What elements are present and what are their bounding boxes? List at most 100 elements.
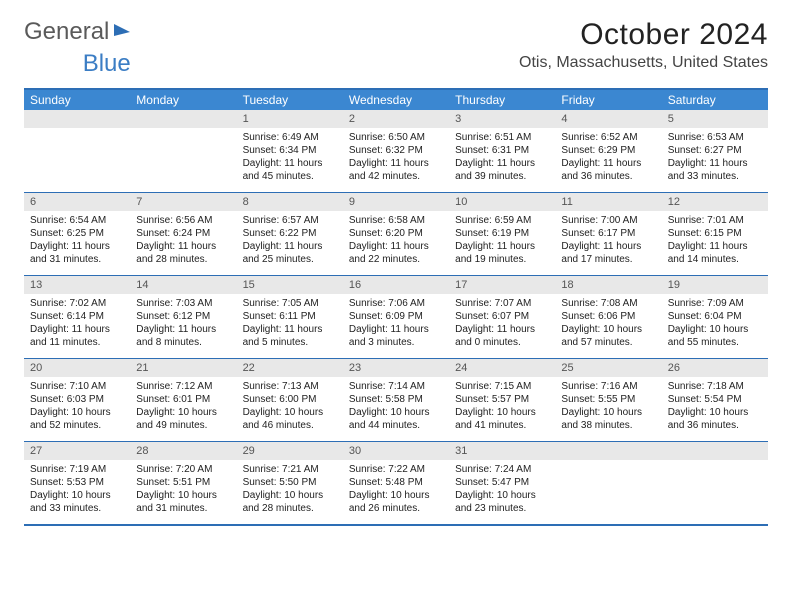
daylight-text: Daylight: 11 hours <box>668 157 762 170</box>
sunset-text: Sunset: 6:04 PM <box>668 310 762 323</box>
daylight-text: Daylight: 10 hours <box>349 406 443 419</box>
sunset-text: Sunset: 6:22 PM <box>243 227 337 240</box>
day-header-tuesday: Tuesday <box>237 90 343 110</box>
sunset-text: Sunset: 6:34 PM <box>243 144 337 157</box>
calendar-cell: 6Sunrise: 6:54 AMSunset: 6:25 PMDaylight… <box>24 193 130 275</box>
day-header-friday: Friday <box>555 90 661 110</box>
calendar-cell: 11Sunrise: 7:00 AMSunset: 6:17 PMDayligh… <box>555 193 661 275</box>
sunset-text: Sunset: 6:29 PM <box>561 144 655 157</box>
day-number: 21 <box>130 359 236 377</box>
cell-body: Sunrise: 6:52 AMSunset: 6:29 PMDaylight:… <box>555 128 661 187</box>
daylight-text: Daylight: 10 hours <box>243 406 337 419</box>
daylight-text: Daylight: 11 hours <box>243 240 337 253</box>
day-number: 5 <box>662 110 768 128</box>
sunset-text: Sunset: 5:58 PM <box>349 393 443 406</box>
sunset-text: Sunset: 5:48 PM <box>349 476 443 489</box>
daylight-text: and 52 minutes. <box>30 419 124 432</box>
sunset-text: Sunset: 6:32 PM <box>349 144 443 157</box>
sunset-text: Sunset: 5:54 PM <box>668 393 762 406</box>
day-number: 14 <box>130 276 236 294</box>
cell-body: Sunrise: 7:19 AMSunset: 5:53 PMDaylight:… <box>24 460 130 519</box>
day-number <box>555 442 661 460</box>
day-number: 4 <box>555 110 661 128</box>
day-number: 16 <box>343 276 449 294</box>
day-number: 8 <box>237 193 343 211</box>
day-number: 20 <box>24 359 130 377</box>
sunset-text: Sunset: 6:00 PM <box>243 393 337 406</box>
weeks-container: 1Sunrise: 6:49 AMSunset: 6:34 PMDaylight… <box>24 110 768 524</box>
day-number: 27 <box>24 442 130 460</box>
daylight-text: and 26 minutes. <box>349 502 443 515</box>
daylight-text: and 19 minutes. <box>455 253 549 266</box>
cell-body: Sunrise: 7:08 AMSunset: 6:06 PMDaylight:… <box>555 294 661 353</box>
calendar-cell: 22Sunrise: 7:13 AMSunset: 6:00 PMDayligh… <box>237 359 343 441</box>
cell-body: Sunrise: 7:03 AMSunset: 6:12 PMDaylight:… <box>130 294 236 353</box>
calendar-cell: 19Sunrise: 7:09 AMSunset: 6:04 PMDayligh… <box>662 276 768 358</box>
daylight-text: and 23 minutes. <box>455 502 549 515</box>
calendar-cell: 28Sunrise: 7:20 AMSunset: 5:51 PMDayligh… <box>130 442 236 524</box>
cell-body: Sunrise: 7:07 AMSunset: 6:07 PMDaylight:… <box>449 294 555 353</box>
daylight-text: and 5 minutes. <box>243 336 337 349</box>
calendar-cell: 18Sunrise: 7:08 AMSunset: 6:06 PMDayligh… <box>555 276 661 358</box>
daylight-text: Daylight: 10 hours <box>30 406 124 419</box>
calendar-cell: 3Sunrise: 6:51 AMSunset: 6:31 PMDaylight… <box>449 110 555 192</box>
calendar-cell: 21Sunrise: 7:12 AMSunset: 6:01 PMDayligh… <box>130 359 236 441</box>
cell-body: Sunrise: 6:58 AMSunset: 6:20 PMDaylight:… <box>343 211 449 270</box>
day-number: 23 <box>343 359 449 377</box>
cell-body: Sunrise: 7:12 AMSunset: 6:01 PMDaylight:… <box>130 377 236 436</box>
cell-body: Sunrise: 6:53 AMSunset: 6:27 PMDaylight:… <box>662 128 768 187</box>
sunset-text: Sunset: 6:19 PM <box>455 227 549 240</box>
daylight-text: Daylight: 11 hours <box>455 323 549 336</box>
sunrise-text: Sunrise: 7:09 AM <box>668 297 762 310</box>
sunrise-text: Sunrise: 7:16 AM <box>561 380 655 393</box>
sunrise-text: Sunrise: 6:57 AM <box>243 214 337 227</box>
day-number: 22 <box>237 359 343 377</box>
sunset-text: Sunset: 5:47 PM <box>455 476 549 489</box>
calendar-cell: 30Sunrise: 7:22 AMSunset: 5:48 PMDayligh… <box>343 442 449 524</box>
day-number: 7 <box>130 193 236 211</box>
cell-body: Sunrise: 7:13 AMSunset: 6:00 PMDaylight:… <box>237 377 343 436</box>
sunrise-text: Sunrise: 7:21 AM <box>243 463 337 476</box>
daylight-text: Daylight: 11 hours <box>455 157 549 170</box>
day-number: 12 <box>662 193 768 211</box>
day-number: 3 <box>449 110 555 128</box>
daylight-text: and 11 minutes. <box>30 336 124 349</box>
sunrise-text: Sunrise: 7:24 AM <box>455 463 549 476</box>
sunrise-text: Sunrise: 7:06 AM <box>349 297 443 310</box>
calendar-cell: 10Sunrise: 6:59 AMSunset: 6:19 PMDayligh… <box>449 193 555 275</box>
sunrise-text: Sunrise: 7:08 AM <box>561 297 655 310</box>
daylight-text: Daylight: 10 hours <box>136 406 230 419</box>
daylight-text: and 36 minutes. <box>668 419 762 432</box>
calendar-cell: 15Sunrise: 7:05 AMSunset: 6:11 PMDayligh… <box>237 276 343 358</box>
day-number: 19 <box>662 276 768 294</box>
sunset-text: Sunset: 6:07 PM <box>455 310 549 323</box>
day-number: 2 <box>343 110 449 128</box>
calendar-cell: 4Sunrise: 6:52 AMSunset: 6:29 PMDaylight… <box>555 110 661 192</box>
daylight-text: and 28 minutes. <box>136 253 230 266</box>
sunrise-text: Sunrise: 7:12 AM <box>136 380 230 393</box>
sunset-text: Sunset: 6:01 PM <box>136 393 230 406</box>
cell-body: Sunrise: 6:49 AMSunset: 6:34 PMDaylight:… <box>237 128 343 187</box>
sunrise-text: Sunrise: 6:49 AM <box>243 131 337 144</box>
calendar-cell: 7Sunrise: 6:56 AMSunset: 6:24 PMDaylight… <box>130 193 236 275</box>
sunset-text: Sunset: 6:14 PM <box>30 310 124 323</box>
sunrise-text: Sunrise: 7:01 AM <box>668 214 762 227</box>
sunrise-text: Sunrise: 6:50 AM <box>349 131 443 144</box>
daylight-text: Daylight: 11 hours <box>136 323 230 336</box>
day-number: 10 <box>449 193 555 211</box>
daylight-text: Daylight: 10 hours <box>561 406 655 419</box>
cell-body: Sunrise: 7:14 AMSunset: 5:58 PMDaylight:… <box>343 377 449 436</box>
daylight-text: and 14 minutes. <box>668 253 762 266</box>
month-title: October 2024 <box>519 18 768 52</box>
day-number: 29 <box>237 442 343 460</box>
sunset-text: Sunset: 5:50 PM <box>243 476 337 489</box>
sunset-text: Sunset: 6:03 PM <box>30 393 124 406</box>
cell-body: Sunrise: 7:22 AMSunset: 5:48 PMDaylight:… <box>343 460 449 519</box>
day-number: 25 <box>555 359 661 377</box>
daylight-text: Daylight: 11 hours <box>561 157 655 170</box>
day-header-sunday: Sunday <box>24 90 130 110</box>
day-number: 26 <box>662 359 768 377</box>
sunrise-text: Sunrise: 7:18 AM <box>668 380 762 393</box>
daylight-text: and 31 minutes. <box>136 502 230 515</box>
day-number: 1 <box>237 110 343 128</box>
